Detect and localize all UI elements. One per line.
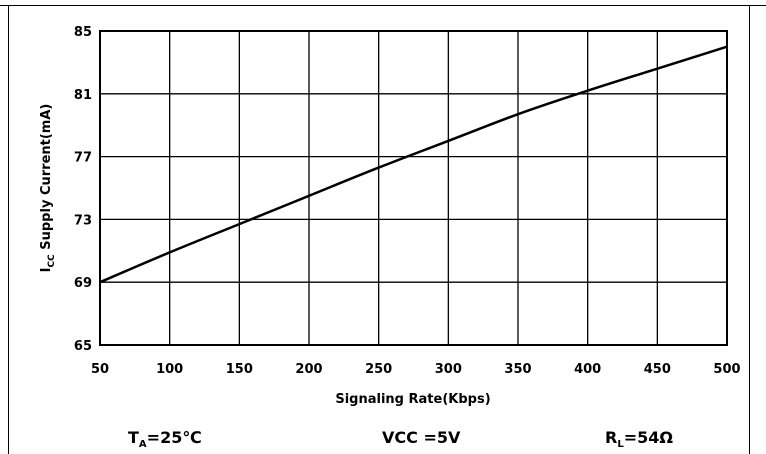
y-axis-title-sub: CC (47, 254, 57, 268)
ta-condition-sub: A (138, 439, 147, 451)
ta-condition-main: T (128, 428, 139, 447)
vcc-condition: VCC =5V (382, 428, 460, 447)
rl-condition-sub: L (617, 439, 624, 451)
frame-left-border (8, 5, 9, 454)
rl-condition: RL=54Ω (605, 428, 673, 450)
x-tick-label: 100 (156, 362, 183, 377)
ta-condition: TA=25℃ (128, 428, 202, 450)
x-tick-label: 50 (91, 362, 109, 377)
plot-area-border (99, 30, 728, 346)
x-tick-label: 200 (295, 362, 322, 377)
x-tick-label: 500 (713, 362, 740, 377)
y-tick-label: 85 (74, 25, 92, 40)
series-line (99, 45, 728, 284)
y-tick-label: 77 (74, 151, 92, 166)
y-tick-label: 73 (74, 213, 92, 228)
x-tick-label: 400 (574, 362, 601, 377)
y-axis-title-main: I (39, 267, 54, 272)
y-tick-label: 65 (74, 339, 92, 354)
grid (99, 30, 728, 346)
x-tick-label: 350 (504, 362, 531, 377)
rl-condition-main: R (605, 428, 618, 447)
y-axis-title: ICC Supply Current(mA) (39, 104, 57, 273)
x-axis-title: Signaling Rate(Kbps) (335, 392, 490, 407)
y-tick-label: 81 (74, 88, 92, 103)
x-tick-label: 250 (365, 362, 392, 377)
y-axis-title-rest: Supply Current(mA) (39, 104, 54, 255)
vcc-condition-text: VCC =5V (382, 428, 461, 447)
ta-condition-rest: =25℃ (146, 428, 202, 447)
y-tick-labels: 65 69 73 77 81 85 (74, 25, 92, 354)
x-tick-label: 150 (226, 362, 253, 377)
x-tick-labels: 50 100 150 200 250 300 350 400 450 500 (91, 362, 741, 377)
frame-right-border (749, 5, 750, 454)
frame-top-border (0, 5, 766, 6)
y-tick-label: 69 (74, 276, 92, 291)
x-tick-label: 300 (435, 362, 462, 377)
rl-condition-rest: =54Ω (623, 428, 673, 447)
x-tick-label: 450 (644, 362, 671, 377)
